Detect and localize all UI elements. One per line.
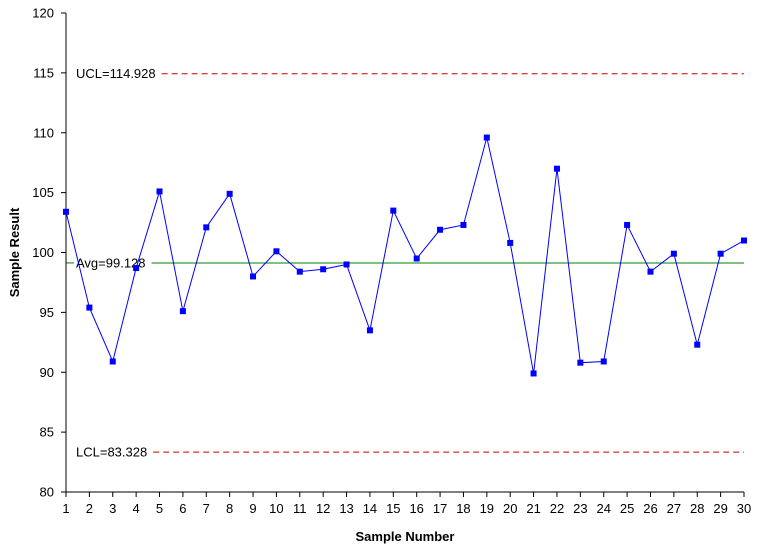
x-tick-label: 26: [643, 501, 657, 516]
x-tick-label: 15: [386, 501, 400, 516]
y-tick-label: 90: [40, 365, 54, 380]
series-layer: [63, 134, 747, 377]
reference-line-label: UCL=114.928: [76, 66, 156, 81]
x-tick-label: 7: [203, 501, 210, 516]
x-ticks: 1 2 3 4 5 6 7 8 9 10 11 12 13 14 15 16 17 18 19 20 21 22 23 24 2…: [62, 492, 751, 516]
data-point: [320, 266, 327, 273]
data-point: [366, 327, 373, 334]
x-tick-label: 28: [690, 501, 704, 516]
x-tick-label: 22: [550, 501, 564, 516]
data-point: [717, 250, 724, 257]
y-tick-label: 120: [32, 6, 54, 21]
y-tick-label: 85: [40, 425, 54, 440]
x-tick-label: 2: [86, 501, 93, 516]
x-tick-label: 20: [503, 501, 517, 516]
x-tick-label: 8: [226, 501, 233, 516]
y-tick-label: 110: [33, 125, 54, 140]
x-tick-label: 16: [409, 501, 423, 516]
x-tick-label: 1: [62, 501, 69, 516]
y-tick-label: 95: [40, 305, 54, 320]
data-point: [133, 265, 140, 272]
data-point: [273, 248, 280, 255]
x-tick-label: 17: [433, 501, 447, 516]
x-tick-label: 12: [316, 501, 330, 516]
data-point: [694, 341, 701, 348]
reference-lines: UCL=114.928 Avg=99.128 LCL=83.328: [66, 66, 744, 460]
x-tick-label: 23: [573, 501, 587, 516]
y-tick-label: 100: [32, 245, 54, 260]
data-point: [250, 273, 257, 280]
data-point: [390, 207, 397, 214]
x-tick-label: 6: [179, 501, 186, 516]
y-tick-label: 115: [33, 65, 54, 80]
x-tick-label: 27: [667, 501, 681, 516]
data-point: [109, 358, 116, 365]
data-point: [413, 255, 420, 262]
y-ticks: 80 85 90 95 100 105 110 115 120: [32, 6, 66, 500]
x-tick-label: 18: [456, 501, 470, 516]
y-axis-title: Sample Result: [7, 207, 22, 297]
data-point: [86, 304, 93, 311]
y-tick-label: 80: [40, 485, 54, 500]
data-point: [437, 226, 444, 233]
data-point: [483, 134, 490, 141]
x-tick-label: 14: [363, 501, 377, 516]
x-tick-label: 19: [480, 501, 494, 516]
reference-line-label: Avg=99.128: [76, 255, 146, 270]
data-point: [530, 370, 537, 377]
data-point: [203, 224, 210, 231]
data-point: [647, 268, 654, 275]
x-tick-label: 5: [156, 501, 163, 516]
data-point: [507, 239, 514, 246]
axes: [65, 13, 744, 493]
x-tick-label: 9: [249, 501, 256, 516]
data-point: [741, 237, 747, 244]
data-point: [63, 208, 69, 215]
x-tick-label: 24: [596, 501, 610, 516]
x-tick-label: 4: [133, 501, 140, 516]
x-axis-title: Sample Number: [356, 529, 455, 544]
x-tick-label: 21: [526, 501, 540, 516]
data-point: [553, 165, 560, 172]
x-tick-label: 25: [620, 501, 634, 516]
data-point: [179, 308, 186, 315]
data-point: [296, 268, 303, 275]
x-tick-label: 29: [713, 501, 727, 516]
y-tick-label: 105: [32, 185, 54, 200]
data-point: [156, 188, 163, 195]
x-tick-label: 13: [339, 501, 353, 516]
data-point: [343, 261, 350, 268]
series-line: [65, 137, 745, 374]
data-point: [670, 250, 677, 257]
x-tick-label: 3: [109, 501, 116, 516]
x-tick-label: 10: [269, 501, 283, 516]
data-point: [600, 358, 607, 365]
data-point: [577, 359, 584, 366]
reference-line-label: LCL=83.328: [76, 445, 147, 460]
data-point: [226, 190, 233, 197]
data-point: [460, 221, 467, 228]
x-tick-label: 30: [737, 501, 751, 516]
data-point: [624, 221, 631, 228]
x-tick-label: 11: [293, 501, 307, 516]
